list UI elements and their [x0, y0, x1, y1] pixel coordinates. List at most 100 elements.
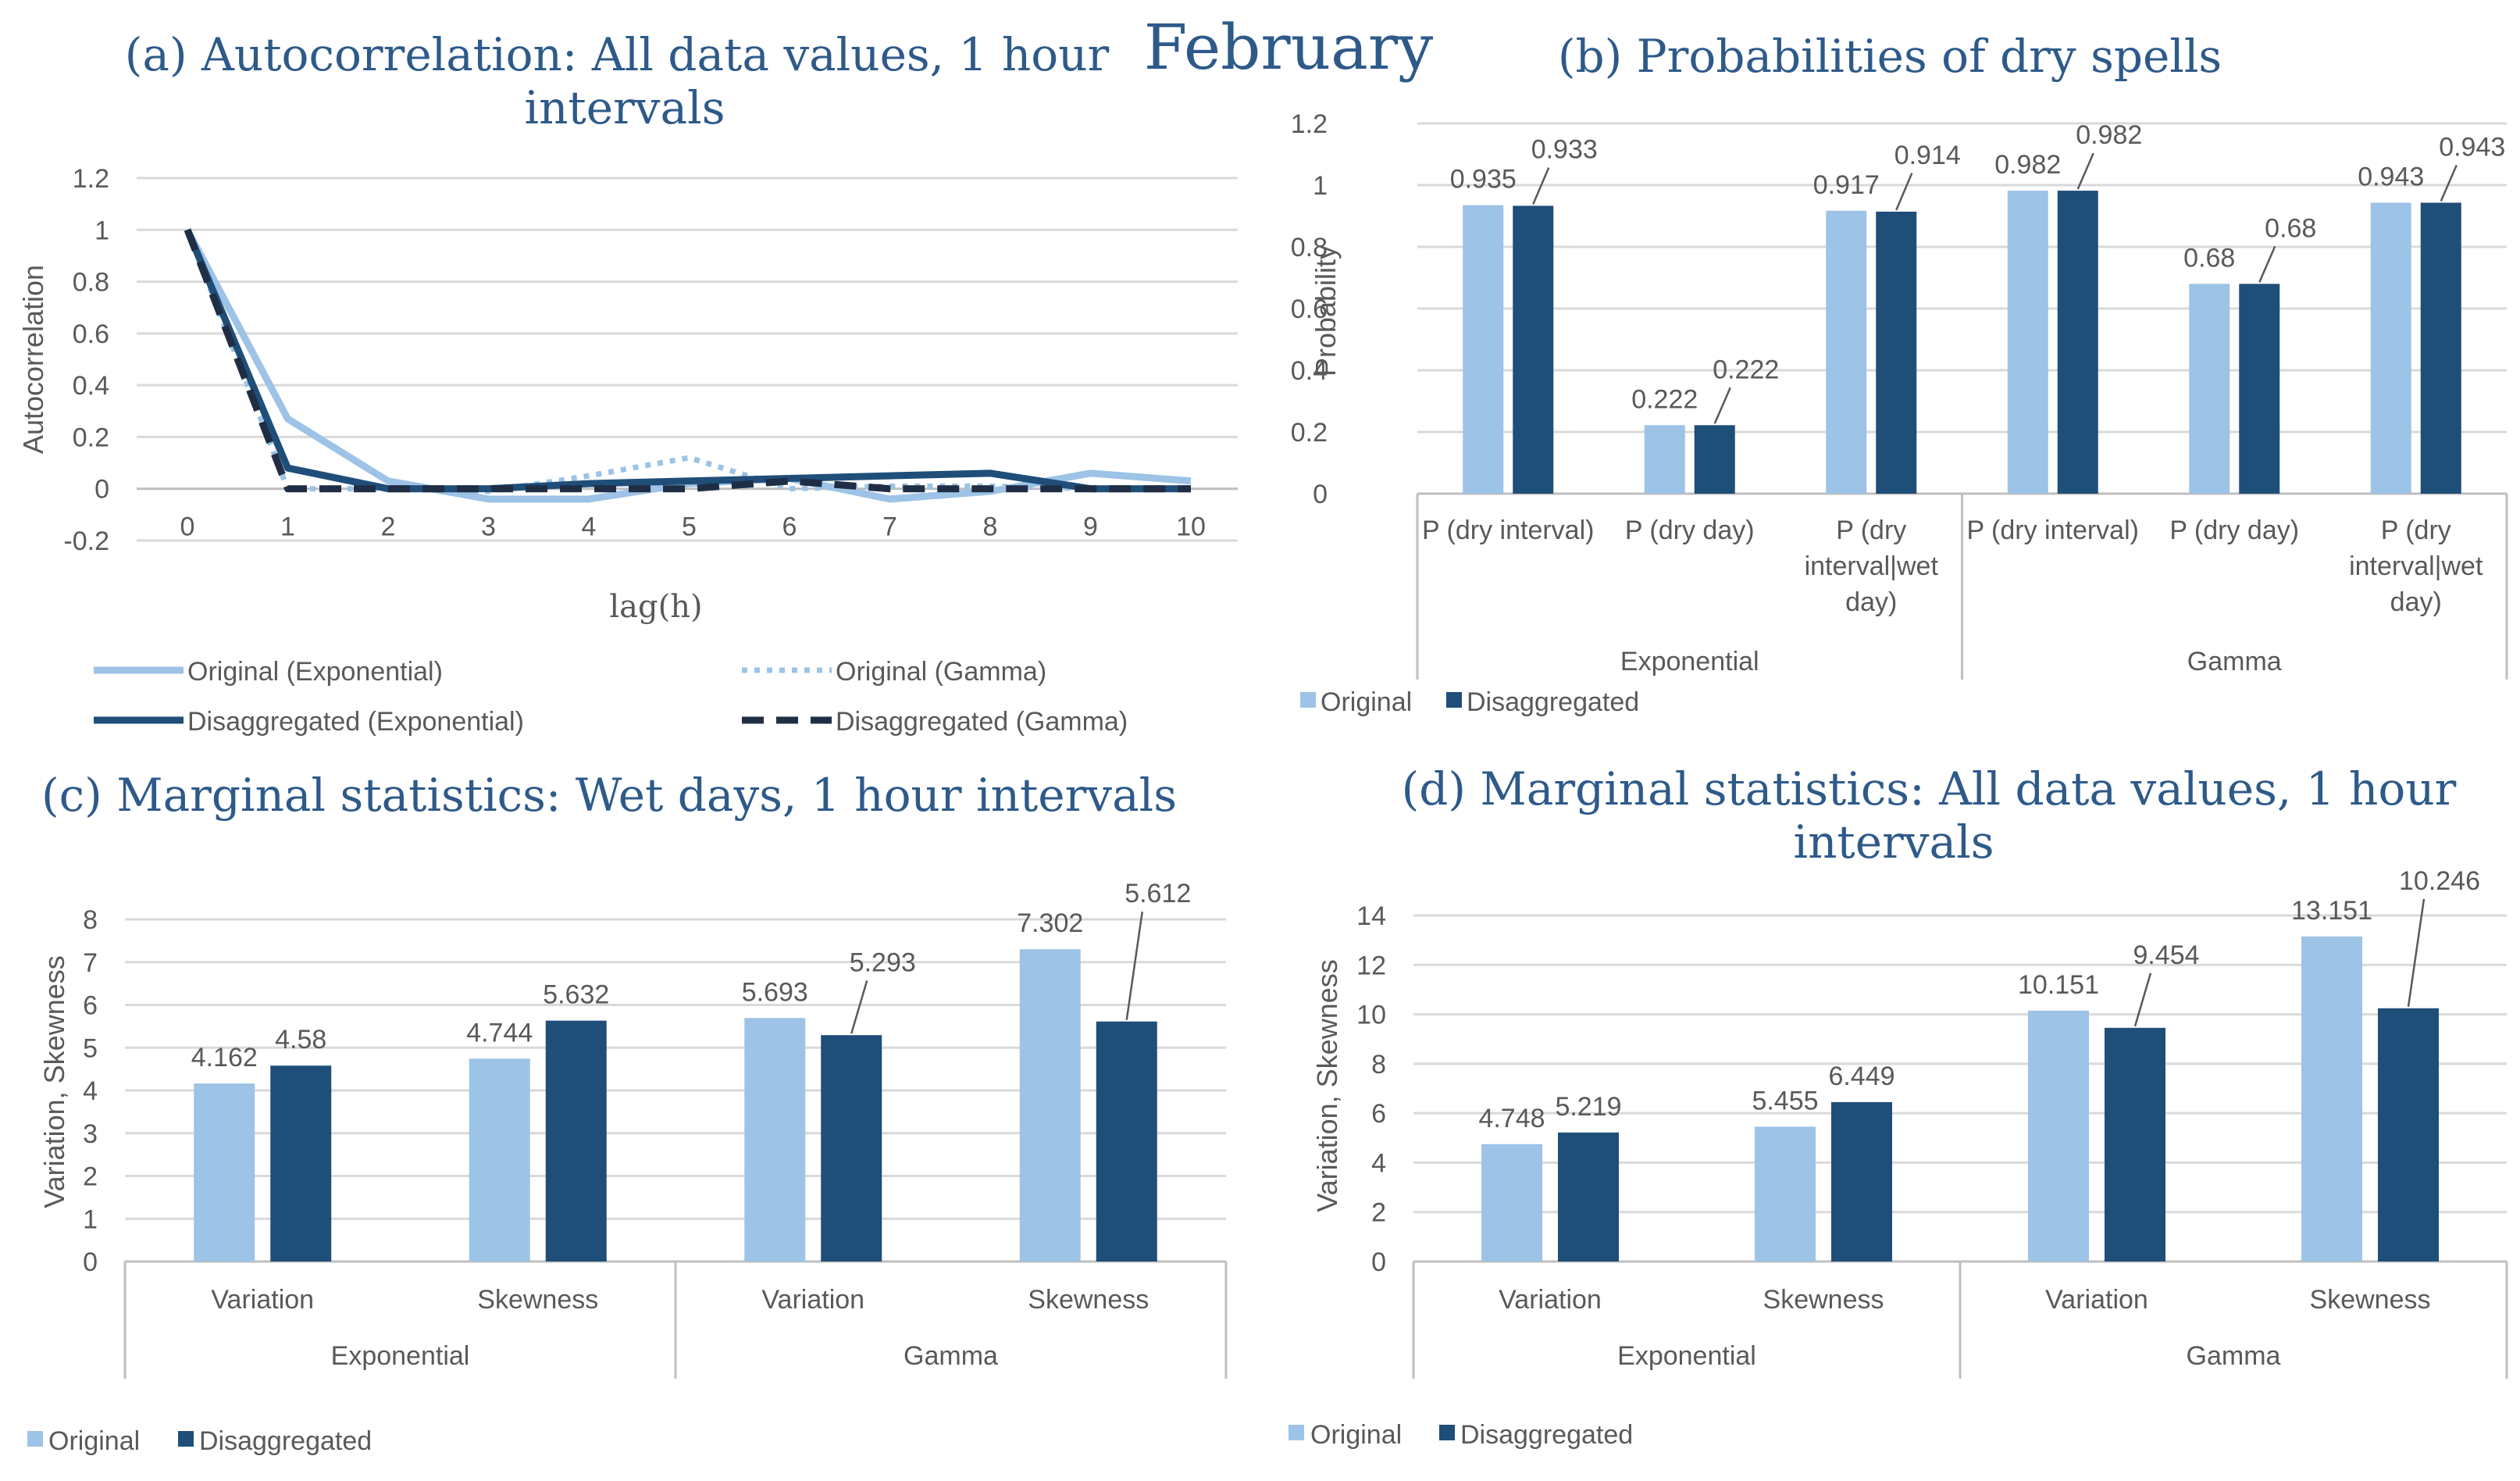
data-label-disaggregated: 4.58 [275, 1025, 326, 1055]
series-original-exponential [184, 228, 1192, 503]
panel-d-ylabel: Variation, Skewness [1311, 959, 1343, 1212]
y-tick-label: 0.2 [1291, 418, 1328, 448]
data-label-original: 7.302 [1017, 908, 1083, 938]
panel-a-legend: Original (Exponential) Original (Gamma) … [94, 657, 1128, 737]
bar-original [469, 1058, 530, 1262]
label-leader-line [1125, 912, 1143, 1020]
bar-disaggregated [2239, 284, 2280, 494]
panel-d-title-line2: intervals [1794, 815, 1994, 869]
bar-original [2370, 202, 2411, 494]
category-label: P (dry day) [1625, 516, 1755, 545]
y-tick-label: 8 [1371, 1050, 1386, 1080]
data-label-original: 4.162 [191, 1043, 258, 1072]
bar-disaggregated [1096, 1021, 1157, 1262]
data-label-disaggregated: 9.454 [2133, 940, 2199, 970]
bar-disaggregated [2057, 191, 2098, 494]
data-label-disaggregated: 0.222 [1713, 355, 1779, 384]
x-tick-label: 9 [1083, 512, 1098, 542]
legend-label-original: Original [1321, 687, 1412, 717]
x-tick-label: 2 [381, 512, 396, 542]
category-label: interval|wet [2349, 551, 2483, 581]
label-leader-line [2076, 152, 2094, 190]
legend-swatch-original [1289, 1425, 1304, 1440]
category-label: Variation [761, 1285, 864, 1315]
data-label-original: 10.151 [2018, 970, 2099, 1000]
category-label: P (dry interval) [1967, 516, 2139, 545]
bar-disaggregated [2378, 1008, 2439, 1262]
y-tick-label: 0.6 [1291, 294, 1328, 324]
data-label-disaggregated: 0.982 [2076, 120, 2142, 150]
bar-original [1463, 205, 1504, 494]
legend-label-disaggregated: Disaggregated [1460, 1420, 1633, 1450]
bar-disaggregated [1558, 1132, 1619, 1262]
bar-original [1644, 425, 1685, 494]
bar-original [2028, 1010, 2089, 1262]
panel-a-ylabel: Autocorrelation [17, 265, 49, 454]
category-label: Skewness [2310, 1285, 2431, 1315]
month-title: February [1144, 11, 1434, 84]
data-label-disaggregated: 5.612 [1125, 879, 1191, 908]
y-tick-label: -0.2 [63, 526, 109, 556]
data-label-original: 0.222 [1631, 384, 1698, 414]
label-leader-line [1713, 387, 1731, 424]
category-label: Skewness [477, 1285, 598, 1315]
panel-c-title: (c) Marginal statistics: Wet days, 1 hou… [41, 769, 1177, 822]
panel-c-wet-days: (c) Marginal statistics: Wet days, 1 hou… [27, 769, 1228, 1456]
category-label: P (dry interval) [1422, 516, 1594, 545]
legend-label-original-gamma: Original (Gamma) [836, 657, 1046, 687]
y-tick-label: 0.2 [73, 423, 109, 452]
data-label-disaggregated: 6.449 [1828, 1062, 1894, 1091]
y-tick-label: 0 [1313, 480, 1328, 509]
x-tick-label: 8 [983, 512, 998, 542]
legend-label-disaggregated-exponential: Disaggregated (Exponential) [187, 707, 524, 737]
y-tick-label: 1 [94, 216, 109, 245]
category-label: Variation [211, 1285, 314, 1315]
data-label-disaggregated: 5.632 [543, 980, 609, 1010]
group-label: Gamma [2187, 647, 2282, 676]
panel-a-title-line1: (a) Autocorrelation: All data values, 1 … [125, 28, 1110, 81]
y-tick-label: 12 [1356, 951, 1386, 980]
bar-original [2007, 191, 2048, 494]
y-tick-label: 1.2 [1291, 109, 1328, 139]
legend-swatch-disaggregated [1439, 1425, 1455, 1440]
y-tick-label: 2 [83, 1162, 98, 1192]
x-tick-label: 0 [180, 512, 195, 542]
label-leader-line [2258, 245, 2276, 283]
legend-label-disaggregated: Disaggregated [199, 1426, 372, 1456]
category-label: Skewness [1763, 1285, 1884, 1315]
bar-disaggregated [1513, 205, 1554, 494]
panel-b-legend: Original Disaggregated [1300, 687, 1639, 717]
label-leader-line [1532, 167, 1550, 205]
y-tick-label: 6 [1371, 1099, 1386, 1129]
category-label: P (dry [2381, 516, 2451, 545]
legend-swatch-original [27, 1431, 43, 1447]
data-label-disaggregated: 0.914 [1894, 141, 1961, 170]
data-label-original: 0.935 [1450, 165, 1517, 194]
legend-swatch-original [1300, 692, 1316, 708]
y-tick-label: 0.4 [1291, 356, 1328, 386]
y-tick-label: 4 [1371, 1148, 1386, 1178]
panel-a-autocorrelation: (a) Autocorrelation: All data values, 1 … [17, 28, 1238, 737]
panel-d-all-data: (d) Marginal statistics: All data values… [1289, 762, 2508, 1450]
bar-original [1019, 949, 1081, 1262]
category-label: P (dry [1836, 516, 1906, 545]
bar-original [1826, 210, 1867, 494]
panel-d-title-line1: (d) Marginal statistics: All data values… [1402, 762, 2457, 815]
legend-label-original: Original [1310, 1420, 1402, 1450]
bar-original [2189, 284, 2230, 494]
y-tick-label: 0.8 [73, 268, 109, 298]
label-leader-line [850, 980, 868, 1034]
bar-disaggregated [2105, 1027, 2165, 1262]
data-label-original: 0.68 [2183, 243, 2235, 273]
panel-c-legend: Original Disaggregated [27, 1426, 372, 1456]
x-tick-label: 6 [782, 512, 797, 542]
bar-disaggregated [270, 1065, 332, 1262]
data-label-disaggregated: 10.246 [2399, 866, 2480, 896]
category-label: interval|wet [1805, 551, 1939, 581]
panel-a-xlabel: lag(h) [609, 589, 702, 625]
x-tick-label: 5 [682, 512, 697, 542]
bar-original [1481, 1144, 1542, 1262]
bar-disaggregated [2420, 202, 2461, 494]
legend-swatch-disaggregated [178, 1431, 194, 1447]
category-label: day) [2390, 587, 2442, 617]
